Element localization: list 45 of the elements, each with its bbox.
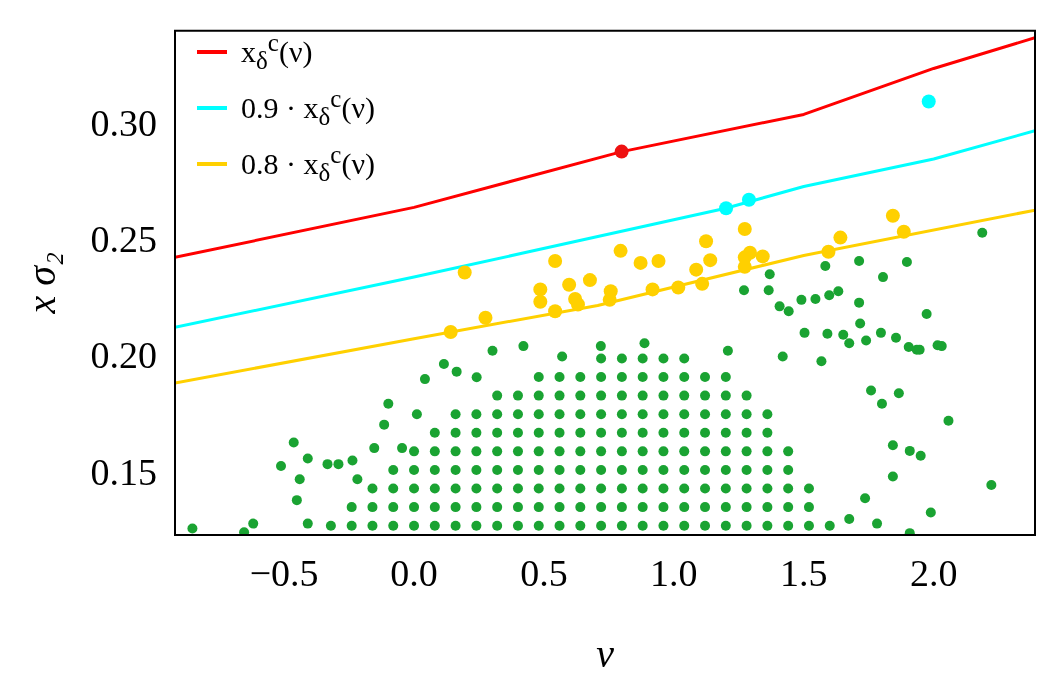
legend-label: 0.9 · x$_{δ}$$^{c}$(ν) [241,84,375,132]
y-tick-label: 0.30 [90,102,157,145]
point [703,253,718,268]
y-tick-label: 0.15 [90,450,157,493]
point [548,254,563,269]
point [689,262,704,277]
point [699,234,714,249]
point [885,208,900,223]
x-tick-label: 2.0 [909,551,958,594]
point [921,94,936,109]
point [562,277,577,292]
x-axis-title: ν [596,630,615,676]
x-tick-label: 0.5 [520,551,568,594]
point [671,280,686,295]
point [741,192,756,207]
point [833,230,848,245]
point [695,276,710,291]
legend-label: 0.8 · x$_{δ}$$^{c}$(ν) [241,140,375,188]
x-tick-label: 1.0 [650,551,698,594]
point [896,224,911,239]
point [548,304,563,319]
y-axis-title: x σ₂ [18,252,64,315]
point [742,245,757,260]
x-tick-label: 0.0 [390,551,438,594]
legend-label: x$_{δ}$$^{c}$(ν) [241,28,313,76]
point [533,282,548,297]
point [645,282,660,297]
point [614,144,629,159]
x-tick-label: 1.5 [780,551,828,594]
point [719,201,734,216]
point [478,310,493,325]
point [457,265,472,280]
point [533,294,548,309]
point [651,254,666,269]
point [570,297,585,312]
point [821,244,836,259]
y-tick-label: 0.25 [90,218,157,261]
y-tick-label: 0.20 [90,334,157,377]
point [582,273,597,288]
x-tick-label: −0.5 [249,551,319,594]
point [443,324,458,339]
point [613,243,628,258]
point [755,249,770,264]
point [633,255,648,270]
point [737,222,752,236]
